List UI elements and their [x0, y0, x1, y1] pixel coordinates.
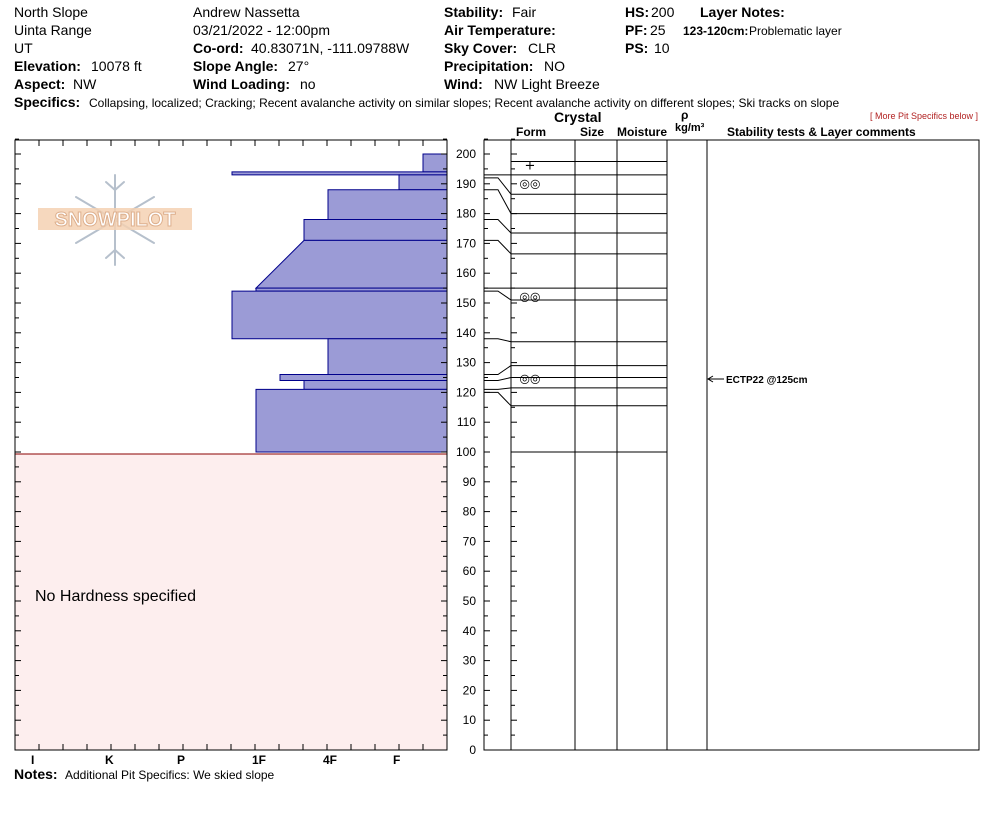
observer: Andrew Nassetta — [193, 4, 300, 20]
hardness-layer — [303, 219, 448, 241]
layer-connectors — [484, 174, 512, 407]
ps-label: PS: — [625, 40, 649, 56]
stability-test-marker: ECTP22 @125cm — [707, 375, 808, 386]
hardness-layer — [303, 379, 448, 390]
depth-tick-label: 170 — [456, 236, 476, 250]
density-unit: kg/m³ — [675, 122, 705, 134]
specifics-text: Collapsing, localized; Cracking; Recent … — [89, 96, 840, 110]
slope-angle-label: Slope Angle: — [193, 58, 279, 74]
depth-tick-label: 190 — [456, 177, 476, 191]
hardness-scale-label: I — [31, 753, 35, 767]
elevation-value: 10078 ft — [91, 58, 142, 74]
hardness-layer — [398, 174, 448, 191]
depth-tick-label: 200 — [456, 147, 476, 161]
depth-tick-label: 130 — [456, 356, 476, 370]
crystal-header: Crystal — [554, 109, 602, 125]
state: UT — [14, 40, 33, 56]
snowpilot-logo: SNOWPILOT — [38, 174, 192, 266]
depth-tick-label: 140 — [456, 326, 476, 340]
location: North Slope — [14, 4, 88, 20]
moisture-header: Moisture — [617, 125, 668, 139]
depth-tick-label: 70 — [463, 534, 477, 548]
depth-tick-label: 180 — [456, 207, 476, 221]
pf-label: PF: — [625, 22, 648, 38]
notes-text: Additional Pit Specifics: We skied slope — [65, 768, 275, 782]
depth-tick-label: 30 — [463, 654, 477, 668]
ps-value: 10 — [654, 40, 670, 56]
hardness-layer — [327, 189, 448, 221]
hardness-layer — [327, 338, 448, 376]
hardness-layer — [279, 374, 448, 381]
wind-value: NW Light Breeze — [494, 76, 600, 92]
depth-tick-label: 10 — [463, 713, 477, 727]
specifics-label: Specifics: — [14, 94, 81, 110]
hardness-ticks — [14, 138, 517, 751]
depth-tick-label: 100 — [456, 445, 476, 459]
stability-value: Fair — [512, 4, 537, 20]
notes-label: Notes: — [14, 766, 58, 782]
hardness-scale-label: 4F — [323, 753, 338, 767]
hardness-layer — [231, 290, 448, 340]
hardness-scale-label: P — [177, 753, 186, 767]
stability-label: Stability: — [444, 4, 504, 20]
hardness-scale-label: 1F — [252, 753, 267, 767]
stability-tests-header: Stability tests & Layer comments — [727, 125, 916, 139]
depth-axis: 2001901801701601501401301201101009080706… — [456, 147, 476, 757]
coord-label: Co-ord: — [193, 40, 244, 56]
pf-value: 25 — [650, 22, 666, 38]
hs-label: HS: — [625, 4, 650, 20]
no-hardness-region — [15, 454, 447, 750]
depth-tick-label: 80 — [463, 505, 477, 519]
depth-tick-label: 50 — [463, 594, 477, 608]
slope-angle-value: 27° — [288, 58, 310, 74]
grain-forms: + ◎◎ ◎◎ ◎◎ — [520, 158, 541, 385]
layer-table-rows — [511, 160, 667, 453]
wind-loading-value: no — [300, 76, 316, 92]
hardness-scale-label: K — [105, 753, 114, 767]
layer-note-text: Problematic layer — [749, 24, 842, 38]
density-symbol: ρ — [681, 108, 689, 122]
wind-label: Wind: — [444, 76, 483, 92]
size-header: Size — [580, 125, 605, 139]
depth-tick-label: 90 — [463, 475, 477, 489]
stability-test-label: ECTP22 @125cm — [726, 375, 808, 386]
hardness-layer — [255, 388, 448, 453]
grain-form-symbol: ◎◎ — [520, 372, 541, 386]
sky-cover-value: CLR — [528, 40, 557, 56]
aspect-label: Aspect: — [14, 76, 66, 92]
coord-value: 40.83071N, -111.09788W — [251, 40, 410, 56]
elevation-label: Elevation: — [14, 58, 81, 74]
datetime: 03/21/2022 - 12:00pm — [193, 22, 330, 38]
air-temperature-label: Air Temperature: — [444, 22, 556, 38]
form-header: Form — [516, 125, 546, 139]
depth-tick-label: 110 — [457, 415, 476, 429]
grain-form-symbol: ◎◎ — [520, 290, 541, 304]
grain-form-symbol: + — [525, 158, 536, 173]
depth-tick-label: 20 — [463, 683, 477, 697]
layer-notes-label: Layer Notes: — [700, 4, 785, 20]
depth-tick-label: 40 — [463, 624, 477, 638]
depth-tick-label: 120 — [456, 385, 476, 399]
more-pit-specifics-link[interactable]: [ More Pit Specifics below ] — [870, 111, 979, 121]
sky-cover-label: Sky Cover: — [444, 40, 518, 56]
range: Uinta Range — [14, 22, 92, 38]
precipitation-value: NO — [544, 58, 565, 74]
hs-value: 200 — [651, 4, 675, 20]
layer-table-frame — [483, 139, 980, 751]
hardness-scale-label: F — [393, 753, 401, 767]
no-hardness-text: No Hardness specified — [35, 588, 196, 605]
layer-note-range: 123-120cm: — [683, 24, 749, 38]
aspect-value: NW — [73, 76, 97, 92]
depth-tick-label: 60 — [463, 564, 477, 578]
precipitation-label: Precipitation: — [444, 58, 534, 74]
hardness-layer — [254, 239, 448, 289]
logo-text: SNOWPILOT — [54, 209, 175, 231]
depth-tick-label: 150 — [456, 296, 476, 310]
wind-loading-label: Wind Loading: — [193, 76, 291, 92]
depth-tick-label: 160 — [456, 266, 476, 280]
depth-tick-label: 0 — [469, 743, 476, 757]
grain-form-symbol: ◎◎ — [520, 176, 541, 190]
hardness-profile — [231, 153, 448, 453]
